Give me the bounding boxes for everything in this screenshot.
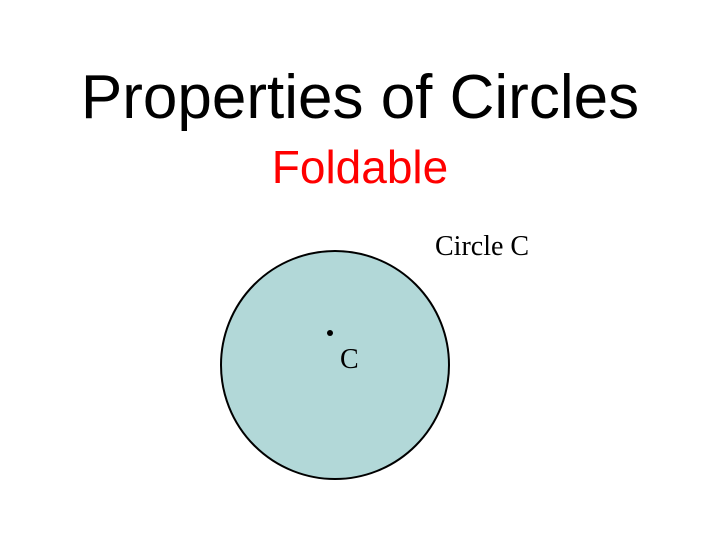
center-label: C — [340, 344, 359, 376]
page-subtitle: Foldable — [0, 140, 720, 194]
page-title: Properties of Circles — [0, 62, 720, 133]
center-point-icon — [327, 330, 333, 336]
circle-shape — [220, 250, 450, 480]
circle-caption: Circle C — [435, 231, 529, 263]
